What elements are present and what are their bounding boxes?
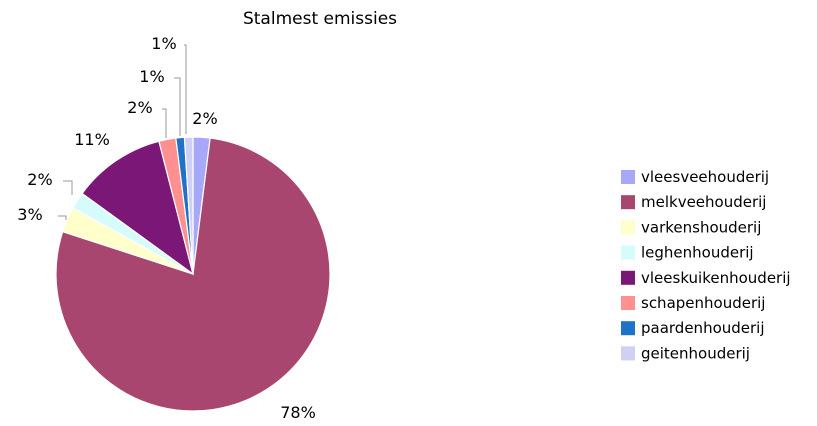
legend-label-varkenshouderij: varkenshouderij: [641, 218, 761, 236]
legend-swatch-geitenhouderij: [621, 346, 635, 361]
legend-swatch-varkenshouderij: [621, 220, 635, 235]
data-label-schapenhouderij: 2%: [127, 98, 152, 117]
data-label-varkenshouderij: 3%: [17, 205, 42, 224]
legend-label-schapenhouderij: schapenhouderij: [641, 294, 765, 312]
legend-swatch-paardenhouderij: [621, 321, 635, 336]
legend-label-leghenhouderij: leghenhouderij: [641, 244, 754, 262]
data-label-melkveehouderij: 78%: [280, 403, 316, 422]
legend-label-melkveehouderij: melkveehouderij: [641, 193, 766, 211]
legend-label-geitenhouderij: geitenhouderij: [641, 344, 750, 362]
legend-label-paardenhouderij: paardenhouderij: [641, 319, 765, 337]
slice-labels: 2% 78% 3% 2% 11% 2% 1% 1%: [17, 34, 315, 422]
leader-line-varkenshouderij: [58, 215, 67, 220]
legend-label-vleesveehouderij: vleesveehouderij: [641, 168, 769, 186]
data-label-vleesveehouderij: 2%: [192, 109, 217, 128]
legend-label-vleeskuikenhouderij: vleeskuikenhouderij: [641, 269, 791, 287]
data-label-leghenhouderij: 2%: [27, 170, 52, 189]
legend-swatch-melkveehouderij: [621, 195, 635, 210]
data-label-paardenhouderij: 1%: [139, 67, 164, 86]
legend: vleesveehouderij melkveehouderij varkensho…: [621, 168, 791, 362]
pie-slice-vleeskuikenhouderij: [81, 140, 194, 276]
leader-line-paardenhouderij: [174, 77, 181, 136]
legend-swatch-leghenhouderij: [621, 245, 635, 260]
leader-line-leghenhouderij: [63, 180, 73, 195]
leader-lines: [58, 44, 187, 220]
data-label-vleeskuikenhouderij: 11%: [74, 130, 110, 149]
pie-slice-geitenhouderij: [183, 136, 194, 275]
legend-swatch-schapenhouderij: [621, 296, 635, 310]
leader-line-schapenhouderij: [162, 108, 167, 138]
legend-swatch-vleeskuikenhouderij: [621, 270, 635, 285]
chart-title: Stalmest emissies: [243, 9, 397, 29]
pie-slices: [55, 136, 331, 412]
legend-swatch-vleesveehouderij: [621, 170, 635, 184]
leader-line-geitenhouderij: [184, 44, 187, 134]
data-label-geitenhouderij: 1%: [151, 34, 176, 53]
